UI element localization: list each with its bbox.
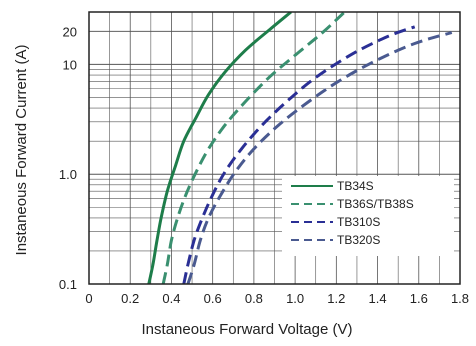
y-tick-label: 20 [63,24,77,39]
x-tick-label: 0 [85,291,92,306]
y-tick-label: 1.0 [59,167,77,182]
legend: TB34S TB36S/TB38S TB310S TB320S [282,176,454,256]
legend-label-tb320s: TB320S [337,233,380,247]
x-tick-label: 1.4 [369,291,387,306]
x-tick-label: 0.4 [162,291,180,306]
x-tick-label: 1.0 [286,291,304,306]
x-tick-label: 0.6 [204,291,222,306]
plot-frame [88,11,461,285]
x-tick-label: 1.2 [327,291,345,306]
series-lines [147,12,453,284]
series-line-tb36s-tb38s [161,12,346,284]
x-axis-label: Instaneous Forward Voltage (V) [142,321,353,338]
y-axis-label: Instaneous Forward Current (A) [13,45,30,256]
x-tick-label: 0.2 [121,291,139,306]
series-line-tb320s [186,31,453,284]
legend-label-tb34s: TB34S [337,179,374,193]
y-tick-label: 10 [63,57,77,72]
legend-label-tb310s: TB310S [337,215,380,229]
x-tick-label: 1.8 [451,291,469,306]
legend-box [282,176,454,256]
legend-label-tb36s-tb38s: TB36S/TB38S [337,197,414,211]
x-tick-labels: 0 0.2 0.4 0.6 0.8 1.0 1.2 1.4 1.6 1.8 [85,291,469,306]
series-line-tb34s [147,12,292,284]
series-line-tb310s [182,25,416,284]
x-tick-label: 1.6 [410,291,428,306]
y-tick-label: 0.1 [59,277,77,292]
y-tick-labels: 0.1 1.0 10 20 [59,24,77,292]
x-tick-label: 0.8 [245,291,263,306]
